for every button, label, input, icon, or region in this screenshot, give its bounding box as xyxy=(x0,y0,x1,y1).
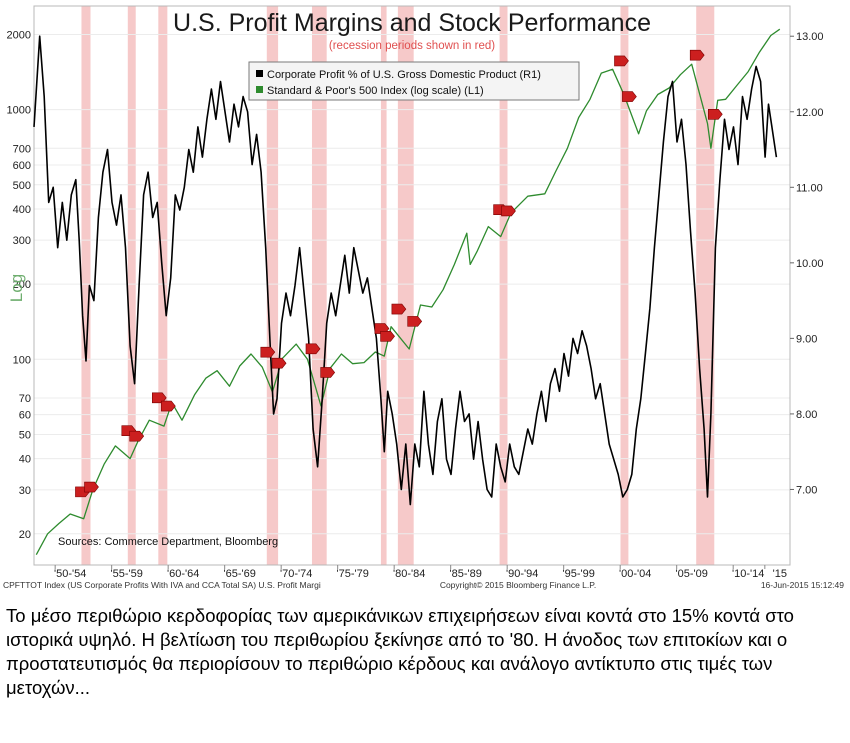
recession-marker-icon xyxy=(614,55,629,67)
footer-copyright: Copyright© 2015 Bloomberg Finance L.P. xyxy=(440,580,596,590)
recession-band xyxy=(311,6,327,565)
legend-swatch-sp500 xyxy=(256,86,263,93)
left-tick-label: 700 xyxy=(13,143,31,155)
footer-timestamp: 16-Jun-2015 15:12:49 xyxy=(761,580,844,590)
left-tick-label: 1000 xyxy=(7,105,31,117)
recession-band xyxy=(81,6,91,565)
recession-band xyxy=(620,6,629,565)
left-axis-label: Log xyxy=(7,274,26,302)
x-tick-label: '70-'74 xyxy=(280,568,312,580)
left-tick-label: 40 xyxy=(19,454,31,466)
recession-marker-icon xyxy=(152,392,167,404)
legend-entry-profit: Corporate Profit % of U.S. Gross Domesti… xyxy=(267,69,541,81)
x-tick-label: '65-'69 xyxy=(223,568,255,580)
recession-marker-icon xyxy=(84,481,99,493)
x-tick-label: '15 xyxy=(773,568,787,580)
left-tick-label: 500 xyxy=(13,180,31,192)
chart-subtitle: (recession periods shown in red) xyxy=(329,40,495,52)
recession-marker-icon xyxy=(161,400,176,412)
recession-marker-icon xyxy=(391,303,407,315)
left-tick-label: 600 xyxy=(13,160,31,172)
recession-marker-icon xyxy=(501,205,516,217)
footer-index-description: CPFTTOT Index (US Corporate Profits With… xyxy=(3,580,321,590)
plot-frame xyxy=(33,5,791,566)
chart-title: U.S. Profit Margins and Stock Performanc… xyxy=(173,9,651,37)
recession-marker-icon xyxy=(129,430,145,442)
recession-band xyxy=(397,6,414,565)
right-tick-label: 13.00 xyxy=(796,31,824,43)
x-tick-label: '50-'54 xyxy=(54,568,86,580)
recession-marker-icon xyxy=(689,49,705,61)
x-tick-label: '95-'99 xyxy=(563,568,595,580)
right-tick-label: 10.00 xyxy=(796,258,824,270)
legend-entry-sp500: Standard & Poor's 500 Index (log scale) … xyxy=(267,85,484,97)
legend-box xyxy=(248,61,580,101)
recession-marker-icon xyxy=(622,91,637,102)
right-tick-label: 11.00 xyxy=(796,182,823,194)
recession-marker-icon xyxy=(407,316,423,327)
recession-band xyxy=(266,6,279,565)
recession-marker-icon xyxy=(305,343,321,355)
left-tick-label: 50 xyxy=(19,429,31,441)
sources-note: Sources: Commerce Department, Bloomberg xyxy=(58,536,278,548)
right-tick-label: 12.00 xyxy=(796,107,824,119)
profit-margin-chart: 20 30 40 50 60 70 100 200 300 400 500 600 700 1000 200… xyxy=(3,5,844,590)
left-tick-label: 70 xyxy=(19,393,31,405)
x-tick-label: '85-'89 xyxy=(450,568,482,580)
recession-marker-icon xyxy=(320,367,336,378)
left-tick-label: 30 xyxy=(19,485,31,497)
recession-band xyxy=(499,6,508,565)
sp500-series-line xyxy=(35,28,781,556)
recession-marker-icon xyxy=(271,357,287,369)
left-tick-label: 200 xyxy=(13,279,31,291)
profit-margin-series-line xyxy=(33,35,778,506)
left-tick-label: 2000 xyxy=(7,29,31,41)
recession-band xyxy=(380,6,387,565)
recession-marker-icon xyxy=(260,346,276,358)
recession-band xyxy=(127,6,136,565)
chart-panel: 20 30 40 50 60 70 100 200 300 400 500 600 700 1000 200… xyxy=(3,5,845,590)
right-tick-label: 9.00 xyxy=(796,333,817,345)
x-tick-label: '55-'59 xyxy=(110,568,142,580)
x-tick-label: '90-'94 xyxy=(506,568,538,580)
x-tick-label: '75-'79 xyxy=(337,568,369,580)
left-tick-label: 20 xyxy=(19,529,31,541)
x-tick-label: '60-'64 xyxy=(167,568,199,580)
x-tick-label: '80-'84 xyxy=(393,568,425,580)
right-tick-label: 8.00 xyxy=(796,409,817,421)
left-tick-label: 300 xyxy=(13,235,31,247)
recession-marker-icon xyxy=(707,108,723,120)
legend-swatch-profit xyxy=(256,70,263,77)
x-tick-label: '10-'14 xyxy=(732,568,764,580)
left-tick-label: 400 xyxy=(13,204,31,216)
legend: Corporate Profit % of U.S. Gross Domesti… xyxy=(248,61,580,101)
recession-band xyxy=(158,6,168,565)
recession-marker-icon xyxy=(380,331,395,342)
right-tick-label: 7.00 xyxy=(796,484,817,496)
x-tick-label: '05-'09 xyxy=(676,568,708,580)
caption-text: Το μέσο περιθώριο κερδοφορίας των αμερικ… xyxy=(6,605,794,698)
x-tick-label: '00-'04 xyxy=(619,568,651,580)
left-tick-label: 60 xyxy=(19,410,31,422)
left-tick-label: 100 xyxy=(13,354,31,366)
